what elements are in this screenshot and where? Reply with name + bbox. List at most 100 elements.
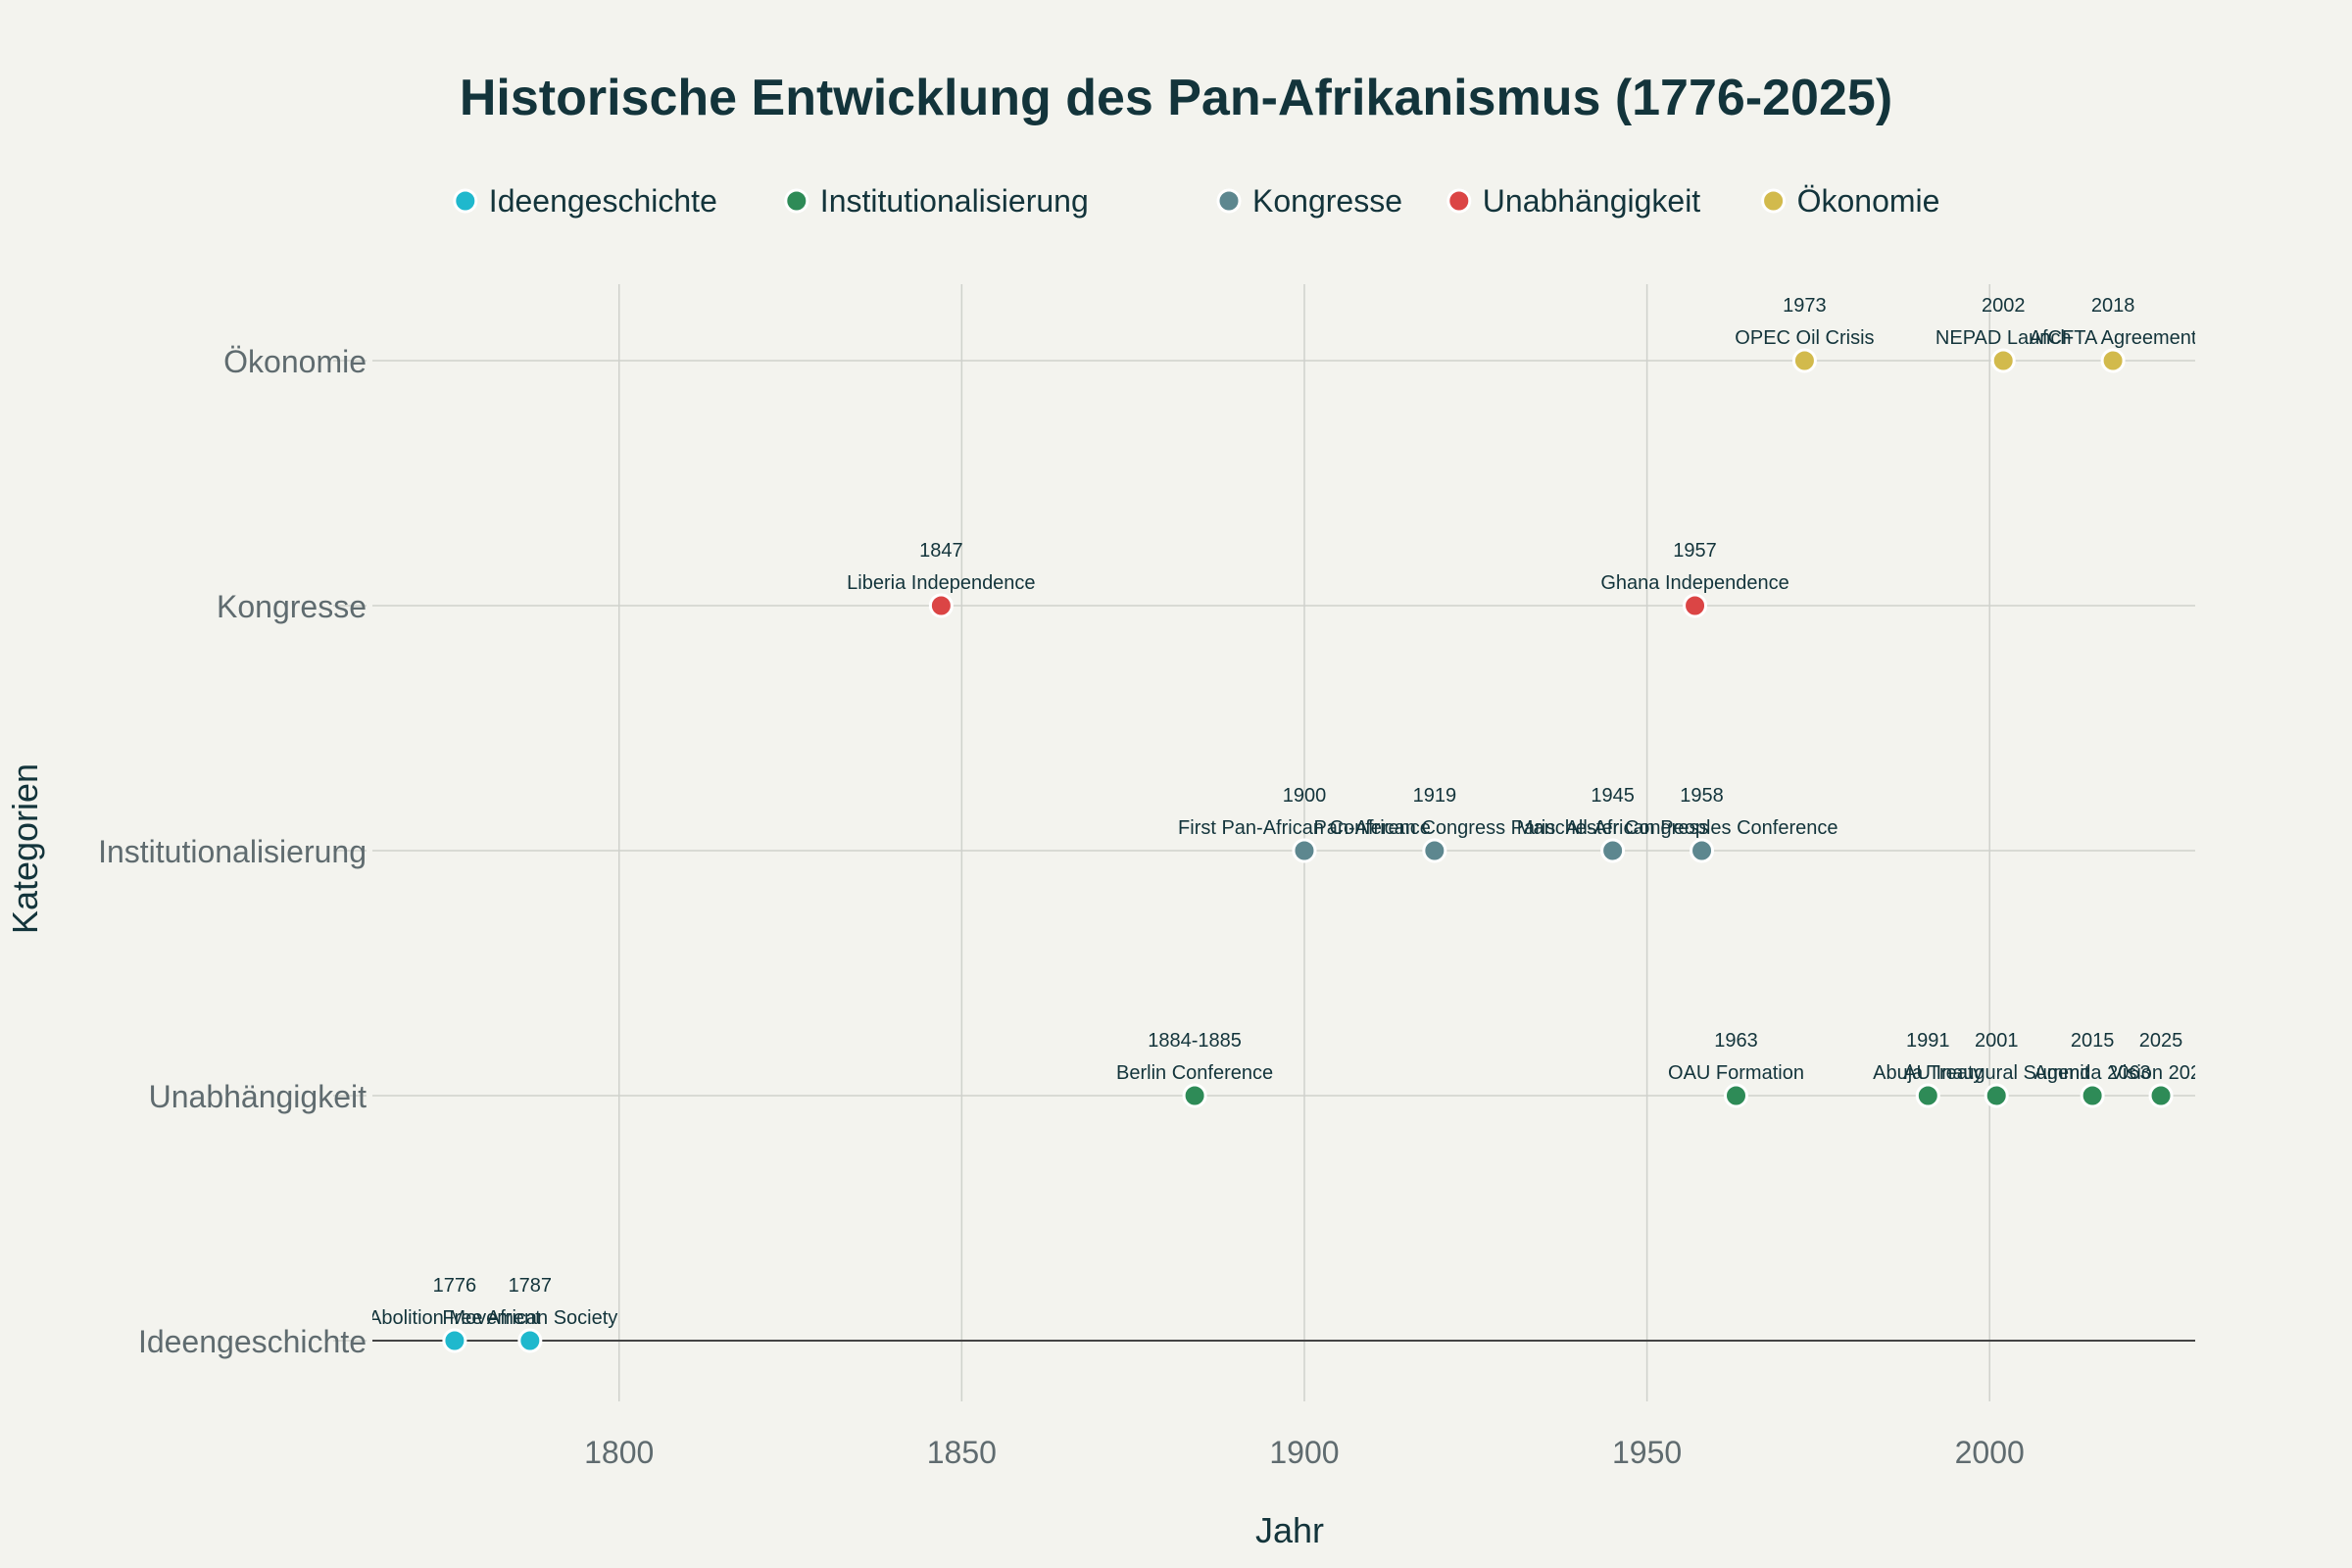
point-year-label: 2001 bbox=[1975, 1030, 2019, 1052]
legend-item-institutionalisierung[interactable]: Institutionalisierung bbox=[784, 183, 1089, 219]
point-year-label: 1958 bbox=[1680, 785, 1724, 807]
point-event-label: OPEC Oil Crisis bbox=[1735, 327, 1874, 349]
grid bbox=[333, 284, 2195, 1401]
point-marker bbox=[1915, 1083, 1940, 1108]
legend-marker bbox=[453, 188, 478, 214]
point-event-label: First Pan-African Conference bbox=[1178, 817, 1431, 839]
legend-label: Kongresse bbox=[1252, 183, 1402, 219]
data-point-abolition-movement[interactable]: 1776 Abolition Movement bbox=[368, 1275, 541, 1353]
plot-area: 1776 Abolition Movement 1787 Free African S… bbox=[368, 295, 2212, 1353]
legend-item-kongresse[interactable]: Kongresse bbox=[1216, 183, 1402, 219]
point-event-label: Liberia Independence bbox=[847, 572, 1035, 594]
data-point-manchester-congress[interactable]: 1945 Manchester Congress bbox=[1517, 785, 1709, 863]
x-axis: 1800 1850 1900 1950 2000 bbox=[584, 1435, 2025, 1470]
point-event-label: OAU Formation bbox=[1668, 1062, 1804, 1084]
point-year-label: 1776 bbox=[433, 1275, 477, 1297]
point-event-label: NEPAD Launch bbox=[1936, 327, 2072, 349]
x-axis-title: Jahr bbox=[1255, 1510, 1324, 1550]
point-marker bbox=[1422, 838, 1447, 863]
legend-label: Ideengeschichte bbox=[489, 183, 717, 219]
y-axis: Ideengeschichte Unabhängigkeit Institution… bbox=[98, 344, 367, 1359]
data-point-first-pan-african-conference[interactable]: 1900 First Pan-African Conference bbox=[1178, 785, 1431, 863]
point-event-label: AfCFTA Agreement bbox=[2030, 327, 2197, 349]
x-tick-label: 2000 bbox=[1955, 1435, 2025, 1470]
point-marker bbox=[1690, 838, 1715, 863]
legend: Ideengeschichte Institutionalisierung Kong… bbox=[453, 183, 1940, 219]
data-point-agenda-2063[interactable]: 2015 Agenda 2063 bbox=[2034, 1030, 2151, 1108]
point-event-label: Free African Society bbox=[442, 1307, 617, 1329]
point-marker bbox=[1990, 348, 2016, 373]
point-marker bbox=[442, 1328, 467, 1353]
point-year-label: 1900 bbox=[1283, 785, 1327, 807]
x-tick-label: 1950 bbox=[1612, 1435, 1682, 1470]
point-marker bbox=[2100, 348, 2126, 373]
point-marker bbox=[2080, 1083, 2105, 1108]
data-point-au-inaugural-summit[interactable]: 2001 AU Inaugural Summit bbox=[1903, 1030, 2090, 1108]
point-event-label: Manchester Congress bbox=[1517, 817, 1709, 839]
y-tick-label-ideengeschichte: Ideengeschichte bbox=[138, 1324, 367, 1359]
data-point-berlin-conference[interactable]: 1884-1885 Berlin Conference bbox=[1116, 1030, 1273, 1108]
chart-title: Historische Entwicklung des Pan-Afrikani… bbox=[460, 70, 1892, 126]
y-tick-label-institutionalisierung: Institutionalisierung bbox=[98, 834, 367, 869]
point-year-label: 1963 bbox=[1714, 1030, 1758, 1052]
point-year-label: 2002 bbox=[1982, 295, 2026, 317]
data-point-nepad-launch[interactable]: 2002 NEPAD Launch bbox=[1936, 295, 2072, 373]
legend-item-unabhangigkeit[interactable]: Unabhängigkeit bbox=[1446, 183, 1701, 219]
point-event-label: Vision 2025 bbox=[2110, 1062, 2212, 1084]
point-year-label: 1945 bbox=[1591, 785, 1635, 807]
point-event-label: Ghana Independence bbox=[1600, 572, 1788, 594]
x-tick-label: 1850 bbox=[927, 1435, 997, 1470]
point-marker bbox=[2148, 1083, 2174, 1108]
data-point-vision-2025[interactable]: 2025 Vision 2025 bbox=[2110, 1030, 2212, 1108]
point-event-label: AU Inaugural Summit bbox=[1903, 1062, 2090, 1084]
legend-marker bbox=[784, 188, 809, 214]
point-year-label: 1973 bbox=[1783, 295, 1827, 317]
point-year-label: 1957 bbox=[1673, 540, 1717, 562]
point-event-label: Abolition Movement bbox=[368, 1307, 541, 1329]
point-marker bbox=[1182, 1083, 1207, 1108]
point-year-label: 1847 bbox=[919, 540, 963, 562]
point-year-label: 2018 bbox=[2091, 295, 2135, 317]
point-marker bbox=[1791, 348, 1817, 373]
legend-marker bbox=[1761, 188, 1787, 214]
y-tick-label-okonomie: Ökonomie bbox=[223, 344, 367, 379]
point-year-label: 1991 bbox=[1906, 1030, 1950, 1052]
data-point-opec-oil-crisis[interactable]: 1973 OPEC Oil Crisis bbox=[1735, 295, 1875, 373]
data-point-oau-formation[interactable]: 1963 OAU Formation bbox=[1668, 1030, 1804, 1108]
point-year-label: 1884-1885 bbox=[1148, 1030, 1242, 1052]
point-marker bbox=[1724, 1083, 1749, 1108]
point-event-label: Pan-African Congress Paris bbox=[1313, 817, 1555, 839]
point-marker bbox=[1984, 1083, 2009, 1108]
data-point-abuja-treaty[interactable]: 1991 Abuja Treaty bbox=[1873, 1030, 1983, 1108]
data-point-pan-african-congress-paris[interactable]: 1919 Pan-African Congress Paris bbox=[1313, 785, 1555, 863]
data-point-liberia-independence[interactable]: 1847 Liberia Independence bbox=[847, 540, 1036, 618]
point-marker bbox=[928, 593, 954, 618]
y-tick-label-unabhangigkeit: Unabhängigkeit bbox=[149, 1079, 368, 1114]
legend-item-okonomie[interactable]: Ökonomie bbox=[1761, 183, 1940, 219]
legend-marker bbox=[1216, 188, 1242, 214]
point-year-label: 1787 bbox=[509, 1275, 553, 1297]
data-point-free-african-society[interactable]: 1787 Free African Society bbox=[442, 1275, 617, 1353]
point-event-label: Agenda 2063 bbox=[2034, 1062, 2151, 1084]
legend-marker bbox=[1446, 188, 1472, 214]
legend-item-ideengeschichte[interactable]: Ideengeschichte bbox=[453, 183, 717, 219]
point-year-label: 1919 bbox=[1413, 785, 1457, 807]
y-tick-label-kongresse: Kongresse bbox=[217, 589, 367, 624]
data-point-afcfta-agreement[interactable]: 2018 AfCFTA Agreement bbox=[2030, 295, 2197, 373]
data-point-ghana-independence[interactable]: 1957 Ghana Independence bbox=[1600, 540, 1789, 618]
point-marker bbox=[1292, 838, 1317, 863]
point-marker bbox=[1600, 838, 1626, 863]
point-event-label: Abuja Treaty bbox=[1873, 1062, 1983, 1084]
point-marker bbox=[517, 1328, 543, 1353]
point-year-label: 2025 bbox=[2139, 1030, 2183, 1052]
point-event-label: Berlin Conference bbox=[1116, 1062, 1273, 1084]
legend-label: Unabhängigkeit bbox=[1483, 183, 1701, 219]
x-tick-label: 1900 bbox=[1269, 1435, 1339, 1470]
x-tick-label: 1800 bbox=[584, 1435, 654, 1470]
legend-label: Institutionalisierung bbox=[820, 183, 1089, 219]
y-axis-title: Kategorien bbox=[5, 763, 45, 934]
legend-label: Ökonomie bbox=[1797, 183, 1940, 219]
data-point-all-african-peoples-conference[interactable]: 1958 All-African Peoples Conference bbox=[1566, 785, 1838, 863]
point-year-label: 2015 bbox=[2071, 1030, 2115, 1052]
